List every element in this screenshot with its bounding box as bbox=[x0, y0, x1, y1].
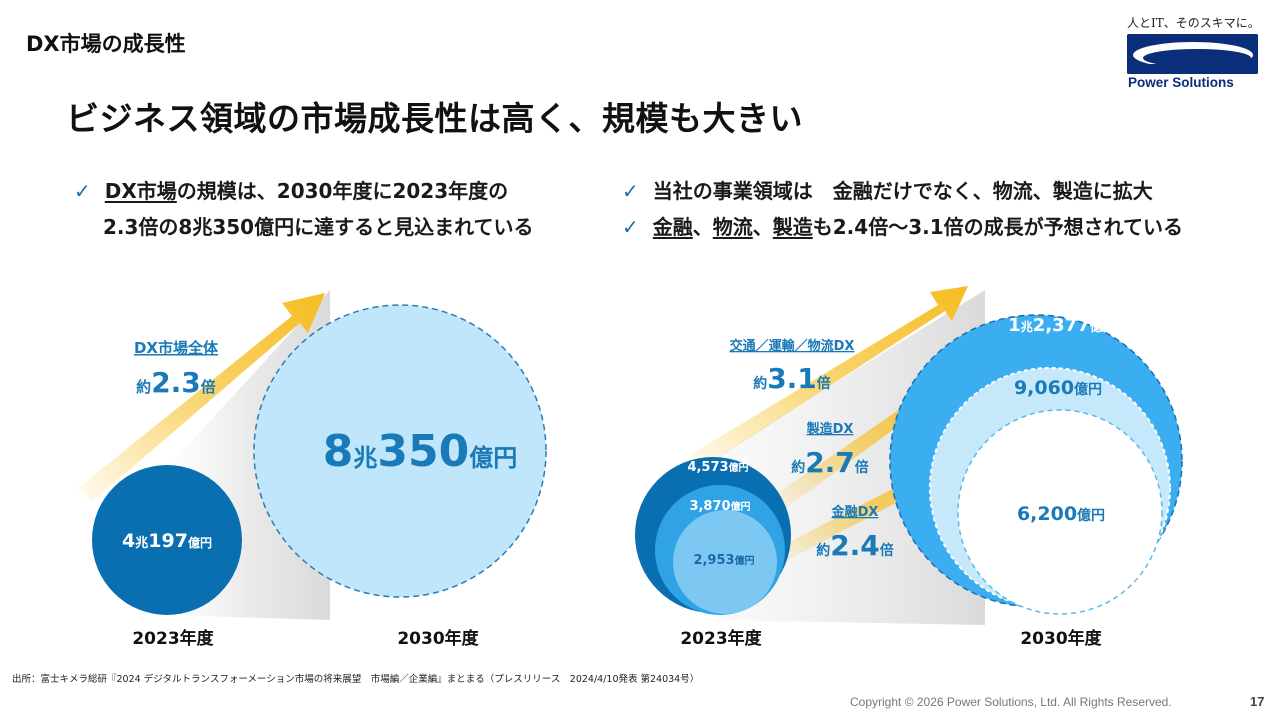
finance-growth-label: 金融DX bbox=[831, 504, 879, 520]
bullet-right-keyword-finance: 金融 bbox=[652, 215, 693, 239]
check-icon: ✓ bbox=[622, 179, 639, 203]
circle-2030-total-value: 8兆350億円 bbox=[323, 426, 517, 477]
circle-2023-manufacturing-value: 3,870億円 bbox=[689, 499, 750, 514]
manufacturing-growth-label: 製造DX bbox=[806, 421, 854, 437]
left-growth-arrow bbox=[78, 293, 325, 502]
circle-2030-manufacturing-value: 9,060億円 bbox=[1014, 377, 1102, 399]
bullet-left-line1: ✓ DX市場の規模は、2030年度に2023年度の bbox=[74, 175, 508, 204]
check-icon: ✓ bbox=[622, 215, 639, 239]
logo-tagline: 人とIT、そのスキマに。 bbox=[1127, 16, 1260, 30]
source-citation: 出所：富士キメラ総研『2024 デジタルトランスフォーメーション市場の将来展望 … bbox=[12, 674, 700, 685]
left-growth-value: 約2.3倍 bbox=[136, 366, 216, 399]
left-year-2030: 2030年度 bbox=[397, 628, 479, 649]
circle-2030-transport-value: 1兆2,377億円 bbox=[1008, 315, 1116, 336]
bullet-right-keyword-logistics: 物流 bbox=[712, 215, 753, 239]
bullet-right-text1: 当社の事業領域は 金融だけでなく、物流、製造に拡大 bbox=[652, 179, 1153, 203]
circle-2023-finance-value: 2,953億円 bbox=[693, 553, 754, 568]
logo-company-name: Power Solutions bbox=[1128, 75, 1234, 90]
check-icon: ✓ bbox=[74, 179, 91, 203]
circle-2023-finance bbox=[673, 510, 777, 614]
page-number: 17 bbox=[1250, 694, 1265, 709]
page-section-title: DX市場の成長性 bbox=[26, 32, 186, 56]
transport-growth-label: 交通／運輸／物流DX bbox=[730, 338, 855, 354]
circle-2023-total-value: 4兆197億円 bbox=[122, 530, 212, 552]
bullet-left-line2: 2.3倍の8兆350億円に達すると見込まれている bbox=[103, 215, 534, 239]
bullet-right-line2: ✓ 金融、物流、製造も2.4倍～3.1倍の成長が予想されている bbox=[622, 211, 1183, 240]
bullet-right-text2: も2.4倍～3.1倍の成長が予想されている bbox=[812, 215, 1184, 239]
circle-2030-total bbox=[253, 304, 547, 598]
bullet-right-sep: 、 bbox=[692, 215, 713, 239]
main-heading: ビジネス領域の市場成長性は高く、規模も大きい bbox=[66, 99, 803, 138]
bullet-right-line1: ✓ 当社の事業領域は 金融だけでなく、物流、製造に拡大 bbox=[622, 175, 1153, 204]
copyright-notice: Copyright © 2026 Power Solutions, Ltd. A… bbox=[850, 695, 1172, 709]
bullet-right-keyword-manufacturing: 製造 bbox=[772, 215, 813, 239]
transport-growth-value: 約3.1倍 bbox=[753, 362, 831, 395]
circle-2030-finance bbox=[957, 409, 1163, 615]
circle-2023-transport-value: 4,573億円 bbox=[687, 460, 748, 475]
transport-growth-arrow bbox=[690, 286, 968, 470]
bullet-right-sep: 、 bbox=[752, 215, 773, 239]
bullet-left-keyword: DX市場 bbox=[104, 179, 177, 203]
circle-2030-finance-value: 6,200億円 bbox=[1017, 503, 1105, 525]
right-year-2023: 2023年度 bbox=[680, 628, 762, 649]
left-growth-label: DX市場全体 bbox=[134, 339, 219, 357]
bullet-left-text1: の規模は、2030年度に2023年度の bbox=[176, 179, 509, 203]
manufacturing-growth-value: 約2.7倍 bbox=[791, 446, 869, 479]
circle-2023-total bbox=[92, 465, 242, 615]
company-logo-icon bbox=[1127, 34, 1258, 74]
right-year-2030: 2030年度 bbox=[1020, 628, 1102, 649]
finance-growth-value: 約2.4倍 bbox=[816, 529, 894, 562]
left-year-2023: 2023年度 bbox=[132, 628, 214, 649]
